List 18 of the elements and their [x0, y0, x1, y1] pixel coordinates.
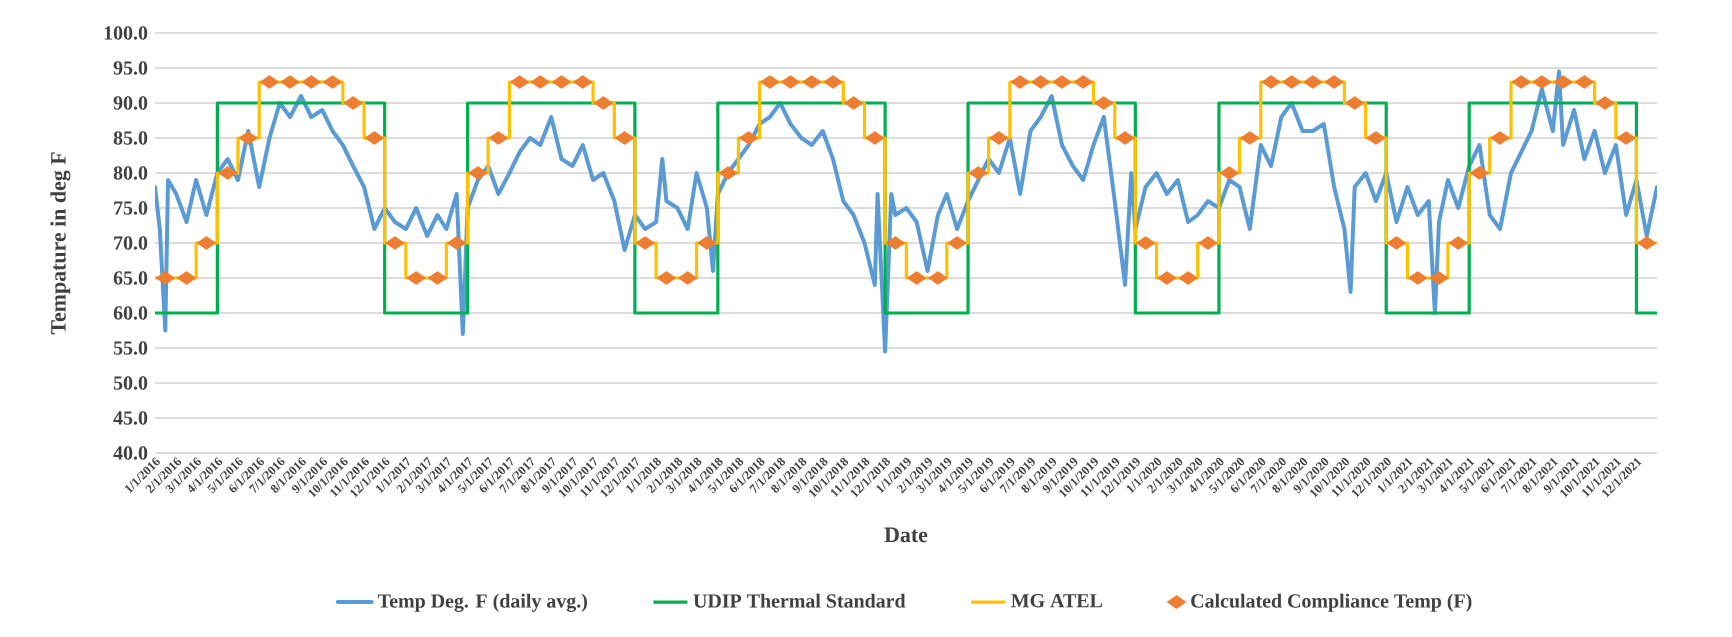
y-tick-label: 65.0 [113, 271, 148, 285]
legend-label: MG ATEL [1011, 594, 1103, 608]
y-tick-label: 80.0 [113, 166, 148, 180]
y-axis-title: Tempature in deg F [50, 152, 71, 335]
y-tick-label: 55.0 [113, 341, 148, 355]
y-tick-label: 90.0 [113, 96, 148, 110]
y-tick-label: 50.0 [113, 376, 148, 390]
y-tick-label: 60.0 [113, 306, 148, 320]
legend-label: Calculated Compliance Temp (F) [1191, 593, 1472, 612]
y-tick-label: 95.0 [113, 61, 148, 75]
y-tick-label: 85.0 [113, 131, 148, 145]
x-axis-title: Date [884, 527, 928, 543]
y-tick-label: 45.0 [113, 411, 148, 425]
legend-label: UDIP Thermal Standard [693, 593, 906, 608]
legend-label: Temp Deg. F (daily avg.) [378, 593, 587, 612]
y-tick-label: 70.0 [114, 236, 148, 250]
y-tick-label: 75.0 [114, 201, 148, 215]
y-tick-label: 100.0 [104, 26, 148, 40]
